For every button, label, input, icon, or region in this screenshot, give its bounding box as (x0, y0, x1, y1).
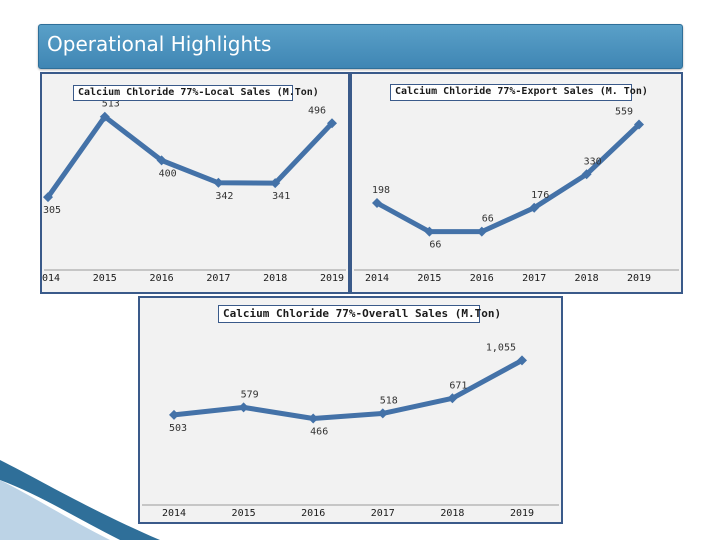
data-label: 305 (43, 205, 61, 216)
x-tick-label: 2015 (93, 273, 117, 284)
data-point (270, 178, 281, 189)
data-point (634, 119, 644, 130)
data-label: 176 (531, 190, 549, 201)
x-tick-label: 2014 (365, 273, 389, 284)
overall-sales-chart: 503 2014 579 2015 466 2016 518 2017 671 2018 1,055… (142, 342, 559, 519)
x-tick-label: 2017 (206, 273, 230, 284)
x-tick-label: 2014 (162, 508, 186, 519)
data-point (476, 226, 487, 237)
data-point (99, 111, 110, 122)
x-tick-label: 2015 (232, 508, 256, 519)
x-tick-label: 2018 (575, 273, 599, 284)
series-line (375, 122, 641, 235)
data-label: 1,055 (486, 342, 516, 353)
export-sales-chart-panel: 198 2014 66 2015 66 2016 176 2017 330 2018 559 2019 (350, 72, 683, 294)
header-bar: Operational Highlights (38, 24, 683, 69)
decorative-swoosh (0, 460, 160, 540)
overall-sales-chart-panel: 503 2014 579 2015 466 2016 518 2017 671 2018 1,055… (138, 296, 563, 524)
data-point (424, 226, 435, 237)
local-sales-chart-panel: 305 2014 513 2015 400 2016 342 2017 341 2018 496 20… (40, 72, 350, 294)
data-label: 559 (615, 107, 633, 118)
x-tick-label: 2018 (263, 273, 287, 284)
x-tick-label: 2014 (42, 273, 60, 284)
export-sales-chart-title: Calcium Chloride 77%-Export Sales (M. To… (390, 84, 648, 101)
data-label: 513 (102, 99, 120, 110)
x-tick-label: 2019 (320, 273, 344, 284)
data-point (308, 413, 319, 424)
x-tick-label: 2015 (417, 273, 441, 284)
data-label: 66 (429, 240, 441, 251)
data-point (238, 402, 249, 413)
series-line (45, 114, 334, 199)
data-label: 198 (372, 185, 390, 196)
data-label: 66 (482, 214, 494, 225)
page-title: Operational Highlights (47, 32, 272, 56)
x-tick-label: 2017 (522, 273, 546, 284)
overall-sales-chart-title: Calcium Chloride 77%-Overall Sales (M.To… (218, 305, 501, 323)
local-sales-chart-title: Calcium Chloride 77%-Local Sales (M.Ton) (73, 85, 319, 101)
x-tick-label: 2016 (470, 273, 494, 284)
series-line (173, 358, 524, 422)
export-sales-chart: 198 2014 66 2015 66 2016 176 2017 330 2018 559 2019 (354, 107, 679, 284)
data-label: 330 (584, 156, 602, 167)
data-label: 518 (380, 395, 398, 406)
x-tick-label: 2018 (440, 508, 464, 519)
data-point (213, 177, 224, 188)
data-point (169, 409, 179, 420)
x-tick-label: 2016 (150, 273, 174, 284)
x-tick-label: 2019 (627, 273, 651, 284)
data-label: 503 (169, 423, 187, 434)
x-tick-label: 2016 (301, 508, 325, 519)
local-sales-chart: 305 2014 513 2015 400 2016 342 2017 341 2018 496 20… (42, 99, 346, 284)
data-label: 466 (310, 427, 328, 438)
data-point (372, 197, 382, 208)
data-point (447, 393, 458, 404)
data-point (327, 118, 337, 129)
data-label: 341 (272, 191, 290, 202)
data-label: 400 (159, 168, 177, 179)
data-point (377, 408, 388, 419)
data-point (43, 192, 53, 203)
data-point (156, 155, 167, 166)
data-label: 496 (308, 105, 326, 116)
data-point (529, 202, 540, 213)
data-label: 671 (449, 380, 467, 391)
x-tick-label: 2017 (371, 508, 395, 519)
data-point (517, 355, 527, 366)
data-label: 342 (215, 191, 233, 202)
data-point (581, 169, 592, 180)
data-label: 579 (241, 389, 259, 400)
x-tick-label: 2019 (510, 508, 534, 519)
